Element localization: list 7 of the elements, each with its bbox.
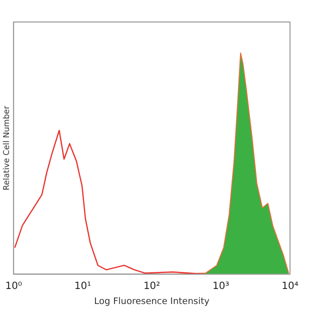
x-tick-label: 10² <box>143 280 160 292</box>
x-axis-title: Log Fluoresence Intensity <box>94 296 210 307</box>
x-tick-label: 10⁰ <box>5 280 22 292</box>
x-tick-label: 10³ <box>212 280 230 292</box>
x-tick-label: 10¹ <box>74 280 92 292</box>
x-tick-label: 10⁴ <box>282 280 298 292</box>
y-axis-title: Relative Cell Number <box>2 105 11 190</box>
